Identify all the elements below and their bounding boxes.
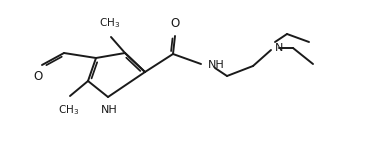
Text: CH$_3$: CH$_3$ xyxy=(59,103,79,117)
Text: N: N xyxy=(275,43,283,53)
Text: O: O xyxy=(170,17,180,30)
Text: CH$_3$: CH$_3$ xyxy=(100,16,120,30)
Text: NH: NH xyxy=(208,60,225,70)
Text: NH: NH xyxy=(101,105,117,115)
Text: O: O xyxy=(33,70,43,83)
